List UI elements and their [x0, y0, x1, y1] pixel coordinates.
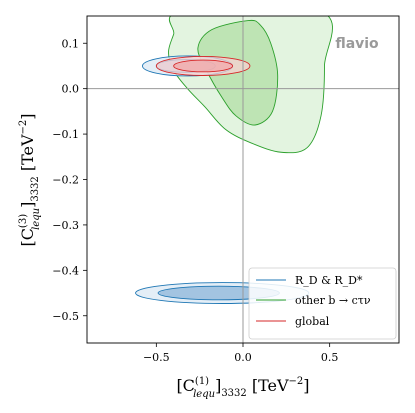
y-tick-label-6: −0.5: [52, 310, 79, 323]
reference-lines: [87, 16, 399, 343]
y-tick-label-4: −0.3: [52, 219, 79, 232]
x-axis-title: [C(1) lequ]3332 [TeV−2]: [176, 376, 309, 400]
x-tick-label-2: 0.5: [321, 351, 339, 364]
axis-ticks: −0.5 0.0 0.5 0.1 0.0 −0.1 −0.2 −0.3 −0.4 −0.5: [52, 37, 338, 364]
x-tick-label-0: −0.5: [143, 351, 170, 364]
y-tick-label-3: −0.2: [52, 174, 79, 187]
y-tick-label-0: 0.1: [62, 37, 80, 50]
y-tick-label-2: −0.1: [52, 128, 79, 141]
legend-label-rd: R_D & R_D*: [295, 274, 363, 287]
y-axis-title: [C(3) lequ]3332 [TeV−2]: [18, 113, 42, 246]
y-tick-label-1: 0.0: [62, 83, 80, 96]
x-tick-label-1: 0.0: [234, 351, 252, 364]
y-tick-label-5: −0.4: [52, 264, 79, 277]
legend-label-other: other b → cτν: [295, 294, 371, 307]
legend-label-global: global: [295, 315, 330, 328]
legend: R_D & R_D* other b → cτν global: [248, 267, 397, 340]
region-global-inner-7: [173, 59, 234, 73]
brand-label: flavio: [335, 36, 379, 52]
